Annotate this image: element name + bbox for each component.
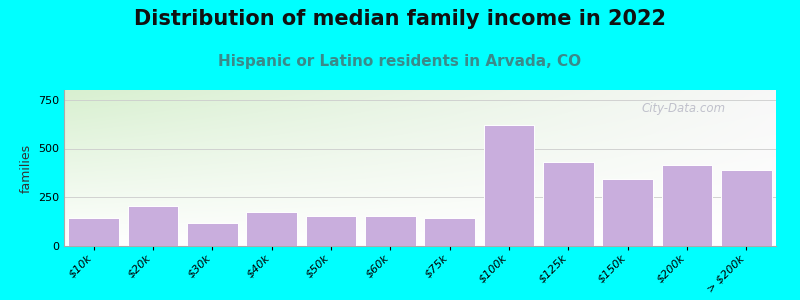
- Y-axis label: families: families: [19, 143, 33, 193]
- Bar: [246, 212, 297, 246]
- Text: City-Data.com: City-Data.com: [642, 102, 726, 115]
- Bar: [128, 206, 178, 246]
- Text: Distribution of median family income in 2022: Distribution of median family income in …: [134, 9, 666, 29]
- Bar: [425, 218, 475, 246]
- Bar: [484, 125, 534, 246]
- Bar: [187, 223, 238, 246]
- Text: Hispanic or Latino residents in Arvada, CO: Hispanic or Latino residents in Arvada, …: [218, 54, 582, 69]
- Bar: [662, 165, 712, 246]
- Bar: [306, 216, 356, 246]
- Bar: [365, 216, 415, 246]
- Bar: [602, 179, 653, 246]
- Bar: [543, 162, 594, 246]
- Bar: [721, 170, 771, 246]
- Bar: [69, 218, 119, 246]
